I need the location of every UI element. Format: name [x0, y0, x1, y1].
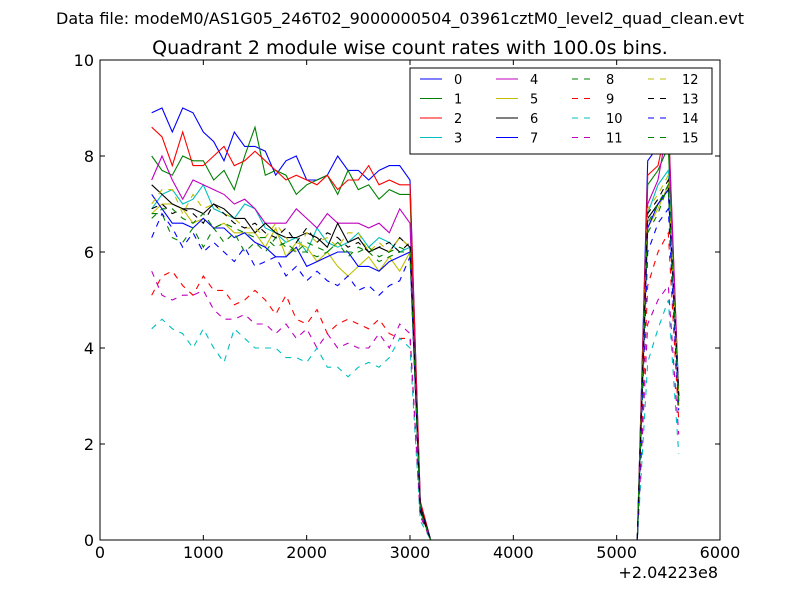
y-tick-label: 6 [84, 243, 94, 262]
legend-label-10: 10 [606, 112, 623, 127]
legend-label-12: 12 [682, 73, 699, 88]
series-line-12 [151, 173, 680, 541]
legend-label-6: 6 [530, 112, 538, 127]
y-tick-label: 2 [84, 435, 94, 454]
series-layer [151, 107, 680, 541]
y-tick-label: 4 [84, 339, 94, 358]
x-tick-label: 4000 [493, 543, 534, 562]
legend-label-7: 7 [530, 132, 538, 147]
series-line-15 [151, 182, 680, 541]
legend-label-14: 14 [682, 112, 699, 127]
x-axis: 0 1000 2000 3000 4000 5000 6000 [95, 60, 740, 562]
y-tick-label: 0 [84, 531, 94, 550]
x-tick-label: 0 [95, 543, 105, 562]
legend-label-0: 0 [454, 73, 462, 88]
legend-label-4: 4 [530, 73, 538, 88]
legend-label-9: 9 [606, 93, 614, 108]
x-tick-label: 3000 [390, 543, 431, 562]
legend-label-1: 1 [454, 93, 462, 108]
legend-label-2: 2 [454, 112, 462, 127]
figure-suptitle: Data file: modeM0/AS1G05_246T02_90000005… [56, 9, 744, 29]
x-tick-label: 6000 [700, 543, 741, 562]
series-line-10 [151, 299, 680, 541]
legend-label-3: 3 [454, 132, 462, 147]
x-offset-label: +2.04223e8 [618, 563, 718, 582]
chart-title: Quadrant 2 module wise count rates with … [152, 37, 668, 59]
legend-label-5: 5 [530, 93, 538, 108]
x-tick-label: 1000 [183, 543, 224, 562]
y-tick-label: 10 [74, 51, 94, 70]
x-tick-label: 2000 [286, 543, 327, 562]
legend-label-8: 8 [606, 73, 614, 88]
legend-label-13: 13 [682, 93, 699, 108]
x-tick-label: 5000 [596, 543, 637, 562]
legend-label-15: 15 [682, 132, 699, 147]
y-tick-label: 8 [84, 147, 94, 166]
legend-box [409, 67, 713, 155]
legend-label-11: 11 [606, 132, 623, 147]
